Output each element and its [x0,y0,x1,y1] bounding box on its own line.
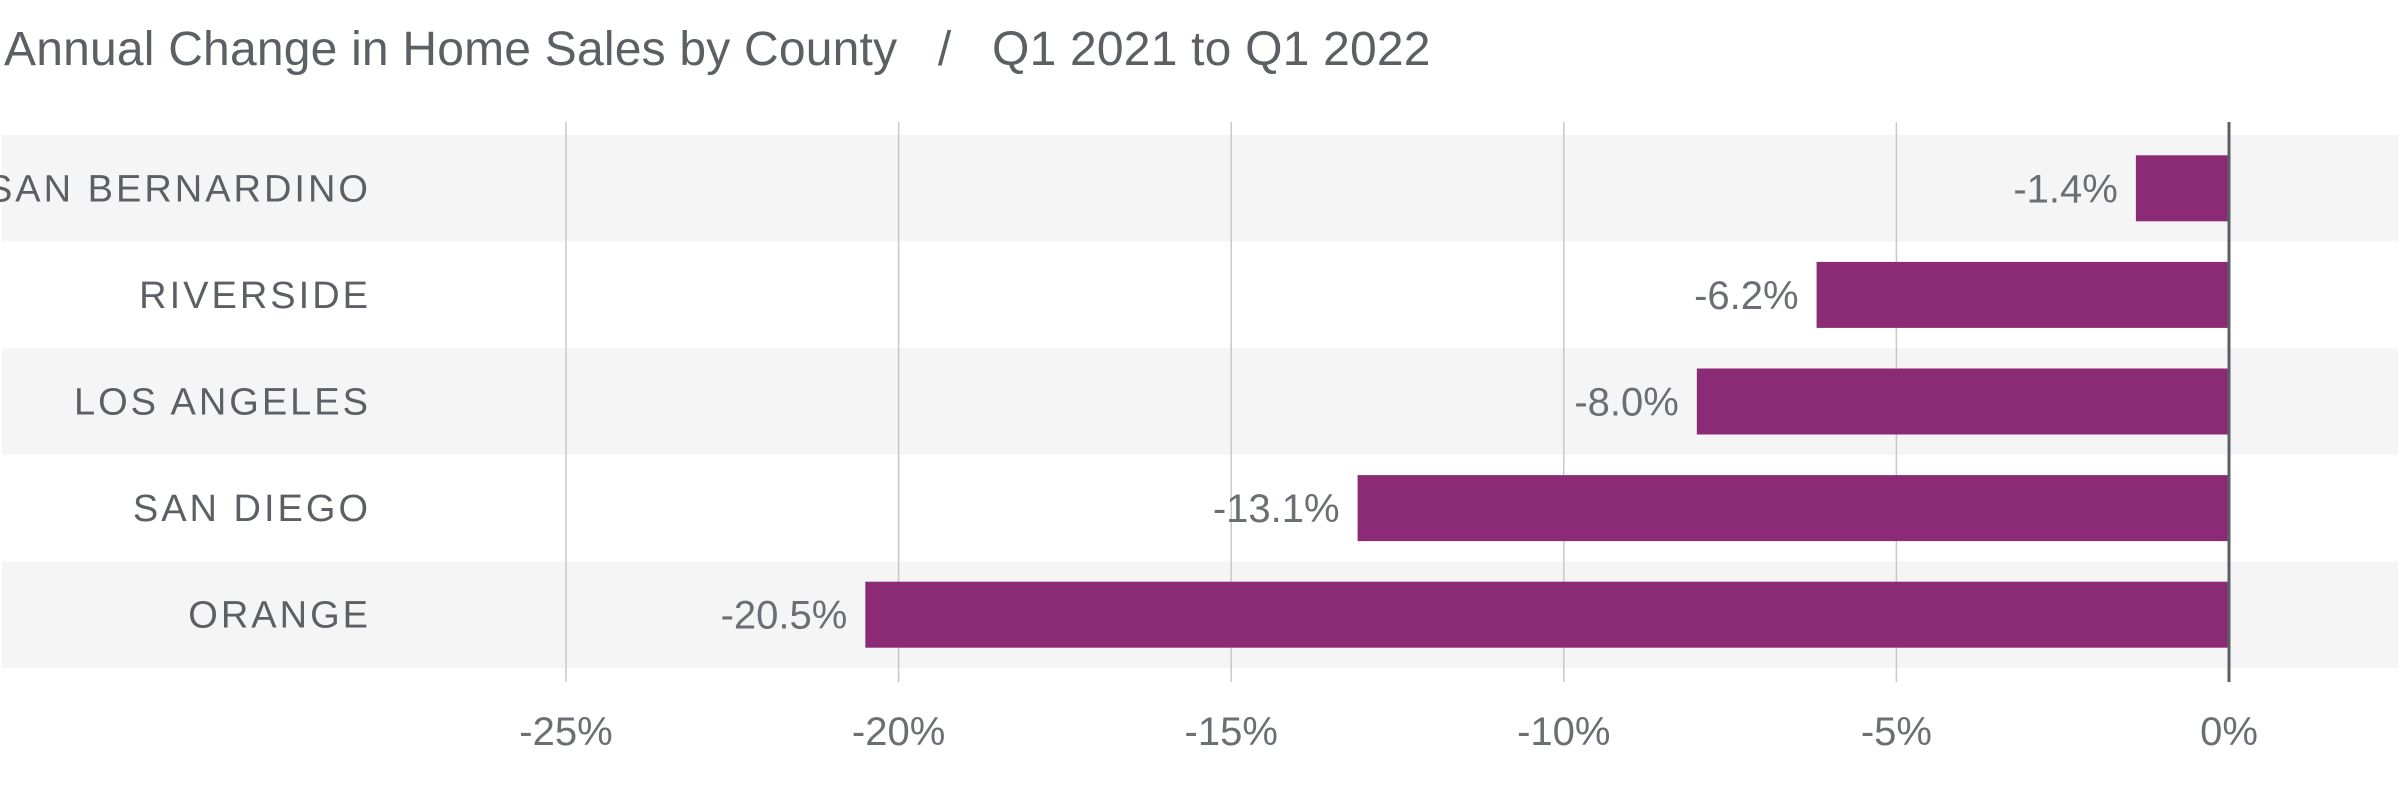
bar [1816,261,2229,328]
data-label: -6.2% [1694,274,1799,318]
data-label: -8.0% [1574,381,1679,425]
x-tick-label: -15% [1185,710,1278,754]
row-band [2,135,2398,242]
bar [1357,475,2229,542]
x-tick-label: -20% [852,710,945,754]
category-label: RIVERSIDE [139,275,371,317]
data-label: -1.4% [2013,167,2118,211]
x-tick-label: 0% [2200,710,2258,754]
category-label: SAN DIEGO [133,488,371,530]
title-main: Annual Change in Home Sales by County [4,23,898,76]
title-period: Q1 2021 to Q1 2022 [992,23,1431,76]
bar [2135,155,2229,222]
data-label: -13.1% [1213,487,1340,531]
chart-title: Annual Change in Home Sales by County / … [4,22,1431,77]
x-tick-label: -5% [1861,710,1932,754]
category-label: ORANGE [188,595,371,637]
data-label: -20.5% [721,594,848,638]
category-label: LOS ANGELES [74,382,371,424]
x-tick-label: -25% [519,710,612,754]
category-label: SAN BERNARDINO [0,168,371,210]
bar [865,581,2229,648]
title-separator: / [937,23,952,76]
bar [1696,368,2229,435]
x-tick-label: -10% [1517,710,1610,754]
